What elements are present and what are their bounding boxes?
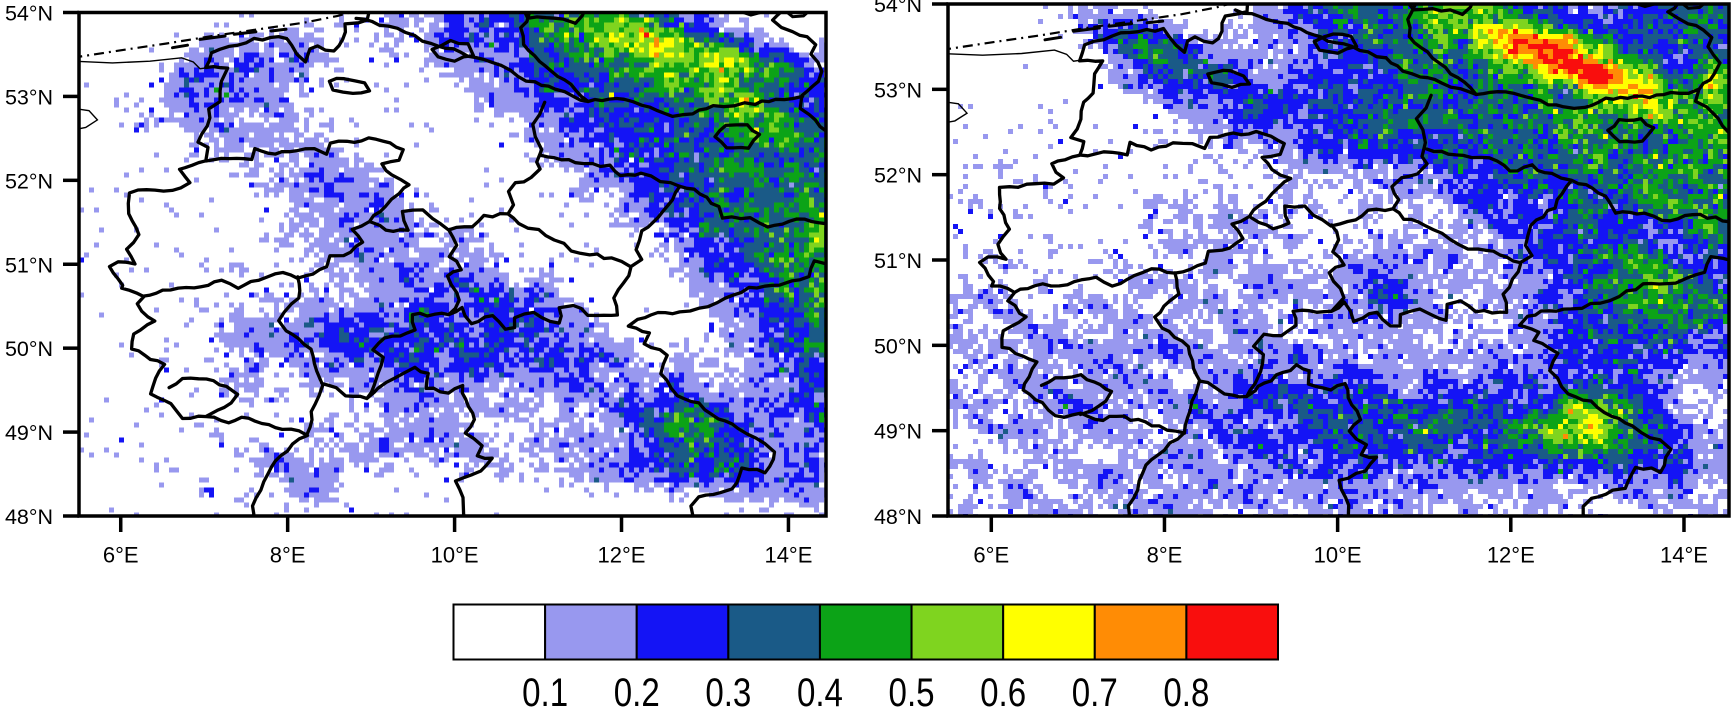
svg-text:0.7: 0.7 xyxy=(1072,671,1118,715)
svg-text:54°N: 54°N xyxy=(5,2,53,26)
svg-text:0.3: 0.3 xyxy=(705,671,751,715)
svg-text:6°E: 6°E xyxy=(103,543,139,568)
svg-text:0.2: 0.2 xyxy=(614,671,660,715)
svg-text:49°N: 49°N xyxy=(874,420,922,444)
svg-text:0.8: 0.8 xyxy=(1163,671,1209,715)
svg-text:51°N: 51°N xyxy=(5,253,53,277)
svg-text:12°E: 12°E xyxy=(598,543,646,568)
svg-text:52°N: 52°N xyxy=(5,169,53,193)
svg-text:0.1: 0.1 xyxy=(522,671,568,715)
svg-text:53°N: 53°N xyxy=(874,78,922,102)
svg-text:8°E: 8°E xyxy=(270,543,306,568)
svg-text:12°E: 12°E xyxy=(1487,543,1535,568)
svg-text:49°N: 49°N xyxy=(5,421,53,445)
svg-text:0.6: 0.6 xyxy=(980,671,1026,715)
svg-text:10°E: 10°E xyxy=(431,543,479,568)
svg-text:54°N: 54°N xyxy=(874,0,922,17)
svg-text:48°N: 48°N xyxy=(5,505,53,529)
svg-text:0.5: 0.5 xyxy=(889,671,935,715)
svg-text:50°N: 50°N xyxy=(5,337,53,361)
svg-text:6°E: 6°E xyxy=(973,543,1009,568)
svg-text:14°E: 14°E xyxy=(1660,543,1708,568)
svg-text:52°N: 52°N xyxy=(874,164,922,188)
svg-text:8°E: 8°E xyxy=(1147,543,1183,568)
svg-text:0.4: 0.4 xyxy=(797,671,843,715)
svg-text:53°N: 53°N xyxy=(5,85,53,109)
svg-text:51°N: 51°N xyxy=(874,249,922,273)
svg-text:48°N: 48°N xyxy=(874,505,922,529)
svg-text:14°E: 14°E xyxy=(764,543,812,568)
svg-text:50°N: 50°N xyxy=(874,334,922,358)
svg-text:10°E: 10°E xyxy=(1314,543,1362,568)
